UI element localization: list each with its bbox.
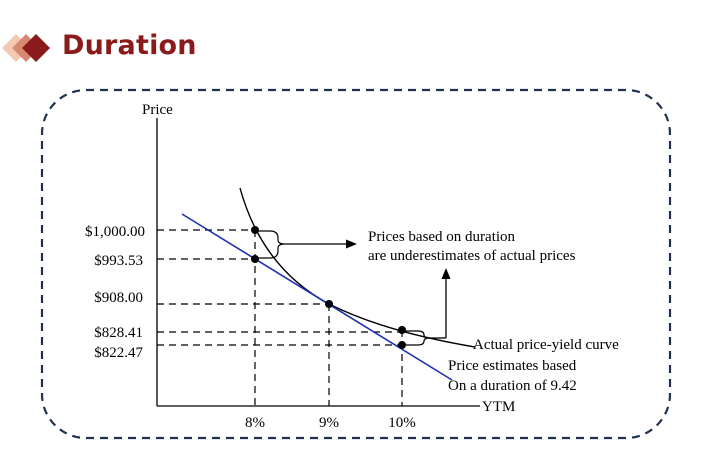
- y-tick-label: $828.41: [94, 325, 143, 341]
- y-tick-label: $1,000.00: [85, 224, 145, 240]
- x-tick-label: 10%: [388, 415, 416, 431]
- tangent-point-8: [251, 255, 259, 263]
- annotation-curve-label: Actual price-yield curve: [473, 337, 619, 353]
- dashed-frame: [40, 88, 672, 440]
- tangency-point-9: [325, 300, 333, 308]
- curve-point-8: [251, 226, 259, 234]
- title-bar: [0, 28, 400, 68]
- annotation-tangent-line1: Price estimates based: [448, 358, 577, 374]
- arrow-right-icon: [346, 239, 357, 249]
- x-tick-label: 9%: [319, 415, 339, 431]
- annotation-tangent-line2: On a duration of 9.42: [448, 378, 577, 394]
- duration-tangent-line: [181, 213, 453, 381]
- y-axis-label: Price: [142, 102, 173, 118]
- tangent-point-10: [398, 341, 406, 349]
- diamond-bullet-icon: [2, 34, 50, 62]
- page-title: Duration: [62, 30, 197, 61]
- x-tick-label: 8%: [245, 415, 265, 431]
- annotation-underestimate-line2: are underestimates of actual prices: [368, 248, 576, 264]
- reference-lines: [157, 229, 403, 406]
- arrow-up-icon: [441, 268, 451, 279]
- annotation-underestimate-line1: Prices based on duration: [368, 229, 516, 245]
- x-axis-label: YTM: [482, 399, 515, 415]
- curve-point-10: [398, 326, 406, 334]
- y-tick-label: $993.53: [94, 253, 143, 269]
- y-tick-label: $908.00: [94, 290, 143, 306]
- actual-price-yield-curve: [239, 187, 476, 348]
- y-tick-label: $822.47: [94, 345, 143, 361]
